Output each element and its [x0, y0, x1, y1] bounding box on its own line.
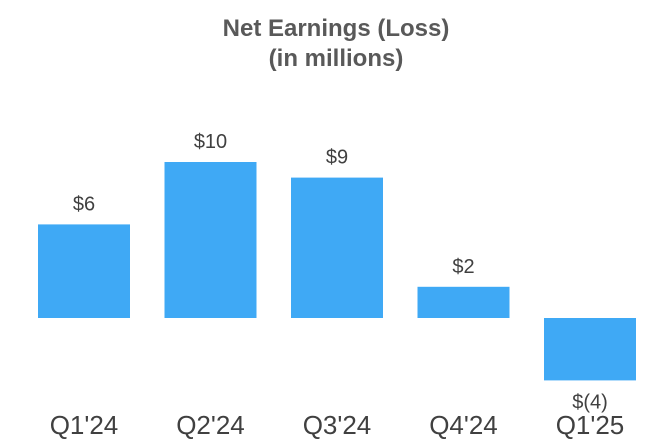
- x-tick-label-2: Q3'24: [303, 410, 372, 440]
- x-tick-label-3: Q4'24: [429, 410, 498, 440]
- bar-3: [417, 286, 510, 318]
- bar-2: [291, 177, 383, 318]
- bar-0: [38, 224, 130, 318]
- bar-4: [544, 318, 636, 381]
- x-tick-label-1: Q2'24: [176, 410, 245, 440]
- chart-title-block: Net Earnings (Loss) (in millions): [0, 14, 672, 74]
- chart-subtitle: (in millions): [268, 45, 404, 72]
- chart-title: Net Earnings (Loss): [222, 15, 450, 42]
- x-tick-label-0: Q1'24: [50, 410, 119, 440]
- data-label-2: $9: [326, 147, 348, 169]
- data-labels-group: $6 $10 $9 $2 $(4): [73, 131, 608, 413]
- x-tick-label-4: Q1'25: [556, 410, 625, 440]
- data-label-1: $10: [194, 131, 227, 153]
- data-label-0: $6: [73, 193, 95, 215]
- bar-1: [164, 162, 257, 318]
- x-axis-ticks-group: Q1'24 Q2'24 Q3'24 Q4'24 Q1'25: [50, 410, 625, 440]
- data-label-4: $(4): [572, 391, 608, 413]
- data-label-3: $2: [452, 256, 474, 278]
- bars-group: [38, 162, 636, 381]
